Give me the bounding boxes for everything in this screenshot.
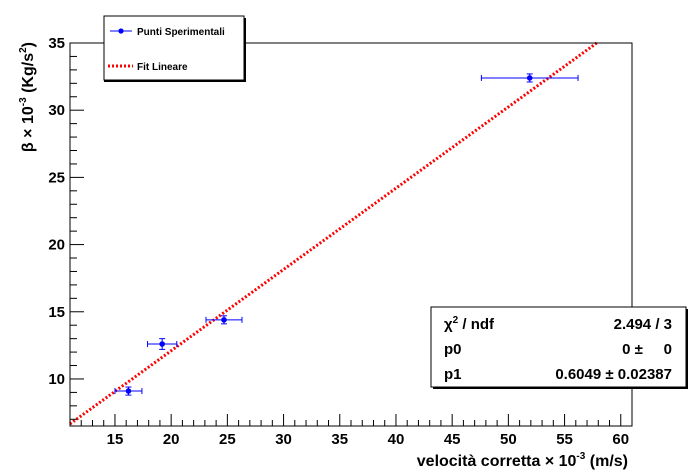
data-point bbox=[480, 73, 579, 83]
y-tick-label: 15 bbox=[48, 304, 65, 321]
legend-entry-points: Punti Sperimentali bbox=[110, 27, 225, 38]
stats-p1-value: 0.6049 ± 0.02387 bbox=[555, 366, 672, 383]
legend-entry-fit: Fit Lineare bbox=[108, 62, 188, 73]
x-tick-label: 45 bbox=[444, 431, 461, 448]
fit-line bbox=[69, 40, 600, 426]
legend-points-label: Punti Sperimentali bbox=[137, 27, 225, 38]
y-tick-label: 35 bbox=[48, 35, 65, 52]
data-point bbox=[205, 315, 243, 325]
stats-chi2-value: 2.494 / 3 bbox=[614, 316, 672, 333]
data-point bbox=[147, 338, 178, 350]
legend: Punti Sperimentali Fit Lineare bbox=[103, 15, 246, 82]
stats-p0-value: 0 ± 0 bbox=[622, 341, 672, 358]
y-tick-label: 25 bbox=[48, 169, 65, 186]
stats-shadow bbox=[433, 387, 688, 389]
point-marker bbox=[125, 388, 132, 394]
point-marker bbox=[221, 317, 227, 323]
legend-fit-label: Fit Lineare bbox=[137, 62, 188, 73]
x-tick-label: 60 bbox=[612, 431, 629, 448]
stats-shadow-side bbox=[686, 309, 688, 389]
legend-box bbox=[103, 15, 245, 81]
x-tick-label: 40 bbox=[388, 431, 405, 448]
plot-area bbox=[69, 40, 600, 426]
x-tick-label: 50 bbox=[500, 431, 517, 448]
point-marker bbox=[526, 75, 533, 81]
y-tick-label: 10 bbox=[48, 371, 65, 388]
y-tick-label: 20 bbox=[48, 237, 65, 254]
data-point bbox=[114, 386, 143, 396]
stats-box bbox=[430, 306, 687, 388]
point-marker bbox=[159, 341, 165, 347]
stats-p1-label: p1 bbox=[444, 366, 462, 383]
stats-chi2-label: χ2 / ndf bbox=[444, 315, 495, 333]
legend-points-marker bbox=[118, 28, 124, 34]
x-tick-label: 55 bbox=[556, 431, 573, 448]
stats-p0-label: p0 bbox=[444, 341, 462, 358]
y-axis-title: β × 10-3 (Kg/s2) bbox=[18, 42, 37, 152]
x-tick-label: 35 bbox=[331, 431, 348, 448]
legend-shadow-side bbox=[244, 18, 246, 82]
x-tick-label: 20 bbox=[163, 431, 180, 448]
axes: 15 20 25 30 35 40 45 50 55 60 10 15 20 25 30 35 bbox=[48, 35, 633, 448]
y-tick-label: 30 bbox=[48, 102, 65, 119]
x-tick-label: 25 bbox=[219, 431, 236, 448]
x-axis-title: velocità corretta × 10-3 (m/s) bbox=[417, 451, 628, 470]
legend-shadow bbox=[104, 80, 244, 82]
fit-stats-box: χ2 / ndf 2.494 / 3 p0 0 ± 0 p1 0.6049 ± … bbox=[430, 306, 688, 389]
x-tick-label: 15 bbox=[107, 431, 124, 448]
x-tick-label: 30 bbox=[275, 431, 292, 448]
